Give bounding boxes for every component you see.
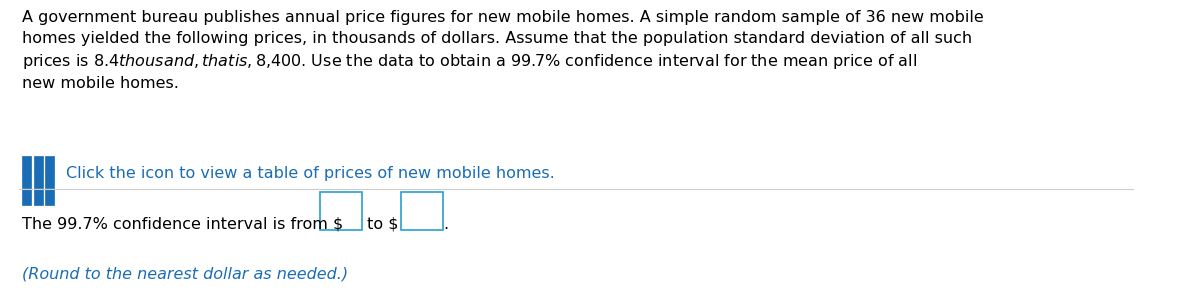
Text: (Round to the nearest dollar as needed.): (Round to the nearest dollar as needed.) bbox=[22, 266, 348, 281]
FancyBboxPatch shape bbox=[46, 156, 54, 172]
FancyBboxPatch shape bbox=[34, 172, 43, 188]
FancyBboxPatch shape bbox=[46, 172, 54, 188]
Text: to $: to $ bbox=[362, 217, 398, 232]
FancyBboxPatch shape bbox=[22, 156, 31, 172]
FancyBboxPatch shape bbox=[320, 192, 362, 230]
Text: .: . bbox=[443, 217, 449, 232]
Text: A government bureau publishes annual price figures for new mobile homes. A simpl: A government bureau publishes annual pri… bbox=[22, 10, 984, 91]
FancyBboxPatch shape bbox=[46, 189, 54, 205]
Text: The 99.7% confidence interval is from $: The 99.7% confidence interval is from $ bbox=[22, 217, 343, 232]
FancyBboxPatch shape bbox=[22, 172, 31, 188]
FancyBboxPatch shape bbox=[22, 189, 31, 205]
FancyBboxPatch shape bbox=[34, 156, 43, 172]
Text: Click the icon to view a table of prices of new mobile homes.: Click the icon to view a table of prices… bbox=[66, 166, 554, 181]
FancyBboxPatch shape bbox=[401, 192, 443, 230]
FancyBboxPatch shape bbox=[34, 189, 43, 205]
